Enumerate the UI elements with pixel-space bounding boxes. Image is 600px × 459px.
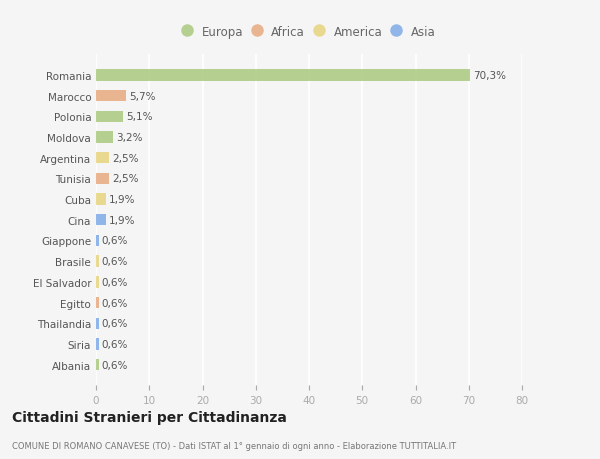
Text: 0,6%: 0,6% [102, 277, 128, 287]
Text: 70,3%: 70,3% [473, 71, 506, 81]
Text: 0,6%: 0,6% [102, 339, 128, 349]
Bar [96, 215, 106, 226]
Text: 0,6%: 0,6% [102, 298, 128, 308]
Bar [96, 359, 99, 370]
Bar [96, 112, 123, 123]
Text: 2,5%: 2,5% [112, 174, 139, 184]
Bar [96, 297, 99, 308]
Bar [96, 339, 99, 350]
Bar [96, 235, 99, 246]
Text: 2,5%: 2,5% [112, 153, 139, 163]
Text: 0,6%: 0,6% [102, 257, 128, 267]
Bar [96, 318, 99, 329]
Text: 0,6%: 0,6% [102, 236, 128, 246]
Text: 1,9%: 1,9% [109, 215, 135, 225]
Bar [96, 277, 99, 288]
Text: 3,2%: 3,2% [116, 133, 142, 143]
Bar [96, 174, 109, 185]
Text: COMUNE DI ROMANO CANAVESE (TO) - Dati ISTAT al 1° gennaio di ogni anno - Elabora: COMUNE DI ROMANO CANAVESE (TO) - Dati IS… [12, 441, 456, 450]
Text: 5,7%: 5,7% [129, 91, 155, 101]
Text: 1,9%: 1,9% [109, 195, 135, 205]
Text: 0,6%: 0,6% [102, 360, 128, 370]
Bar [96, 256, 99, 267]
Bar [96, 153, 109, 164]
Bar [96, 70, 470, 81]
Text: 5,1%: 5,1% [126, 112, 152, 122]
Legend: Europa, Africa, America, Asia: Europa, Africa, America, Asia [178, 21, 440, 44]
Bar [96, 194, 106, 205]
Text: Cittadini Stranieri per Cittadinanza: Cittadini Stranieri per Cittadinanza [12, 411, 287, 425]
Bar [96, 132, 113, 143]
Bar [96, 91, 127, 102]
Text: 0,6%: 0,6% [102, 319, 128, 329]
